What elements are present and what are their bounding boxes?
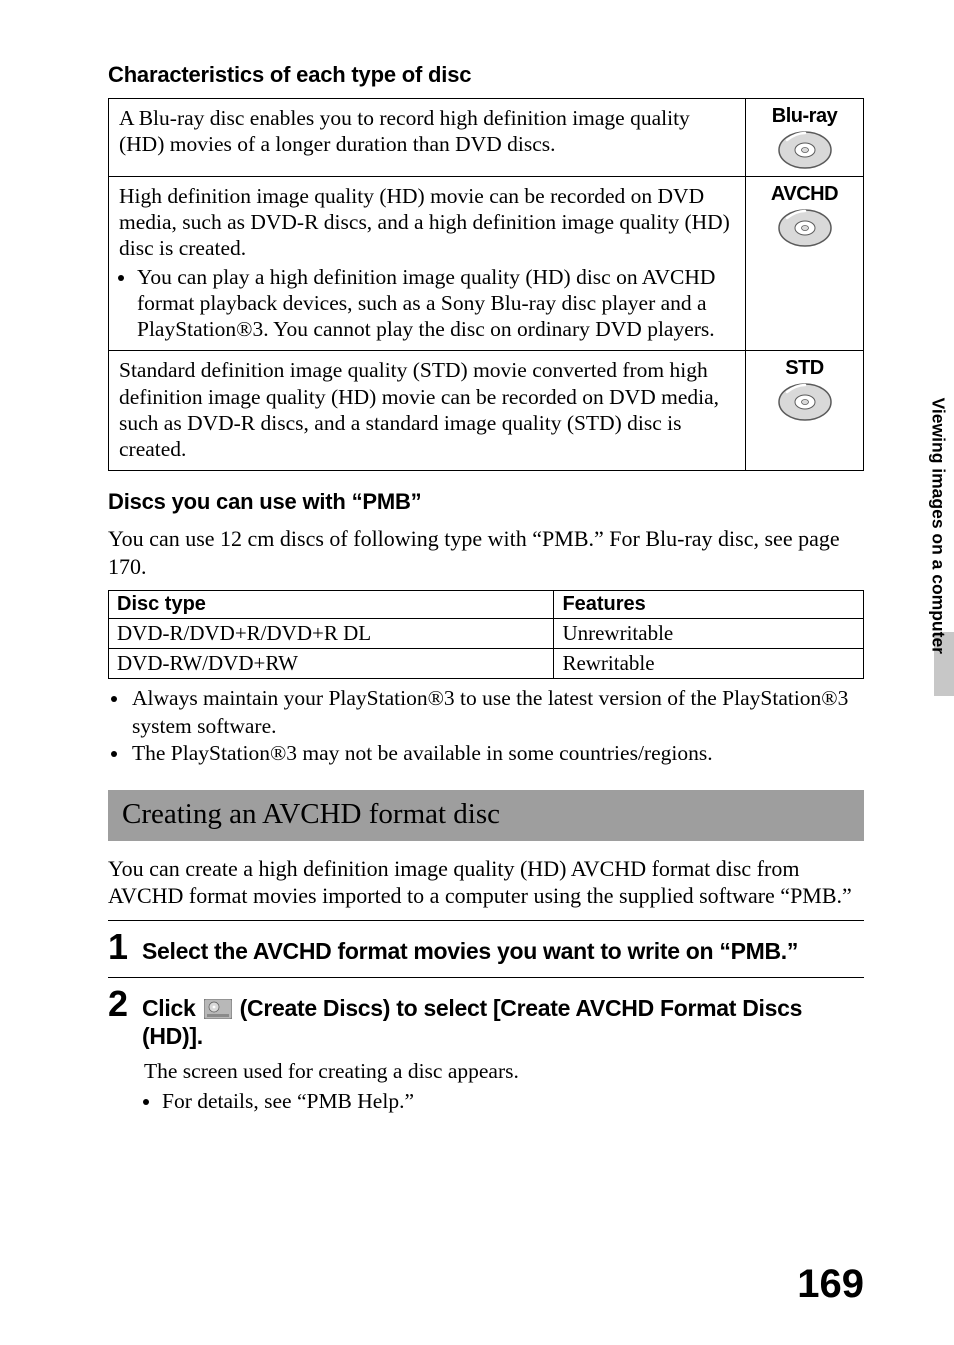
step-text-after: (Create Discs) to select [Create AVCHD F… — [142, 995, 802, 1049]
disc-icon-cell: Blu-ray — [746, 99, 864, 177]
disc-label: AVCHD — [750, 183, 859, 206]
step-instruction: Select the AVCHD format movies you want … — [142, 937, 798, 965]
disc-characteristics-heading: Characteristics of each type of disc — [108, 62, 864, 88]
side-tab-label: Viewing images on a computer — [927, 398, 948, 654]
step-1: 1 Select the AVCHD format movies you wan… — [108, 920, 864, 977]
step-text-before: Click — [142, 995, 202, 1021]
pmb-intro-text: You can use 12 cm discs of following typ… — [108, 525, 864, 580]
step-2: 2 Click (Create Discs) to select [Create… — [108, 977, 864, 1128]
list-item: The PlayStation®3 may not be available i… — [130, 740, 864, 768]
table-header: Disc type — [109, 591, 554, 619]
std-disc-icon — [774, 376, 836, 424]
pmb-notes-list: Always maintain your PlayStation®3 to us… — [108, 685, 864, 768]
table-row: High definition image quality (HD) movie… — [109, 177, 864, 351]
table-cell: DVD-RW/DVD+RW — [109, 649, 554, 679]
disc-label: STD — [750, 357, 859, 380]
disc-desc: A Blu-ray disc enables you to record hig… — [109, 99, 746, 177]
avchd-disc-icon — [774, 202, 836, 250]
pmb-discs-heading: Discs you can use with “PMB” — [108, 489, 864, 515]
table-row: A Blu-ray disc enables you to record hig… — [109, 99, 864, 177]
table-row: Standard definition image quality (STD) … — [109, 351, 864, 471]
table-row: DVD-RW/DVD+RW Rewritable — [109, 649, 864, 679]
disc-icon-cell: AVCHD — [746, 177, 864, 351]
avchd-intro-text: You can create a high definition image q… — [108, 855, 864, 910]
disc-desc-bullets: You can play a high definition image qua… — [119, 264, 735, 343]
list-item: You can play a high definition image qua… — [137, 264, 735, 343]
disc-characteristics-table: A Blu-ray disc enables you to record hig… — [108, 98, 864, 471]
step-body-bullets: For details, see “PMB Help.” — [144, 1088, 864, 1116]
disc-type-table: Disc type Features DVD-R/DVD+R/DVD+R DL … — [108, 590, 864, 679]
disc-desc: Standard definition image quality (STD) … — [109, 351, 746, 471]
table-header-row: Disc type Features — [109, 591, 864, 619]
step-number: 1 — [108, 929, 132, 965]
step-instruction: Click (Create Discs) to select [Create A… — [142, 994, 864, 1050]
table-cell: DVD-R/DVD+R/DVD+R DL — [109, 619, 554, 649]
disc-label: Blu-ray — [750, 105, 859, 128]
table-cell: Unrewritable — [554, 619, 864, 649]
list-item: Always maintain your PlayStation®3 to us… — [130, 685, 864, 740]
disc-desc-text: High definition image quality (HD) movie… — [119, 184, 730, 260]
table-row: DVD-R/DVD+R/DVD+R DL Unrewritable — [109, 619, 864, 649]
page-number: 169 — [797, 1262, 864, 1307]
step-number: 2 — [108, 986, 132, 1022]
step-body-text: The screen used for creating a disc appe… — [144, 1059, 519, 1083]
table-header: Features — [554, 591, 864, 619]
disc-icon-cell: STD — [746, 351, 864, 471]
avchd-section-heading: Creating an AVCHD format disc — [108, 790, 864, 841]
table-cell: Rewritable — [554, 649, 864, 679]
disc-desc: High definition image quality (HD) movie… — [109, 177, 746, 351]
create-discs-icon — [204, 999, 232, 1019]
step-body: The screen used for creating a disc appe… — [144, 1058, 864, 1116]
bluray-disc-icon — [774, 124, 836, 172]
list-item: For details, see “PMB Help.” — [162, 1088, 864, 1116]
